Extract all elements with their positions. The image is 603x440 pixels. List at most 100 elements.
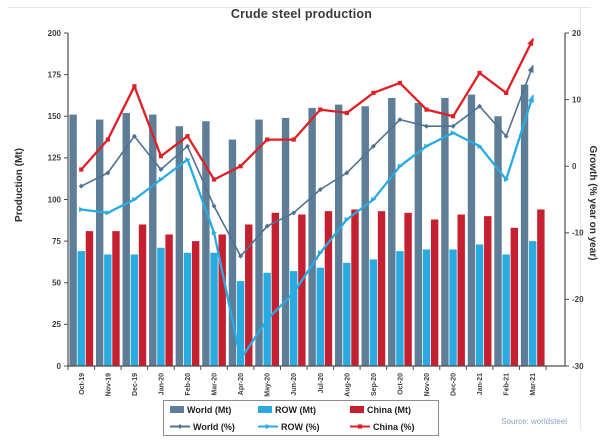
x-tick-label: Nov-20 (424, 373, 431, 396)
bar (351, 209, 359, 366)
left-tick-label: 200 (48, 29, 62, 38)
right-tick-label: -30 (572, 362, 584, 371)
x-tick-label: Jan-21 (477, 373, 484, 395)
bar (388, 97, 396, 366)
x-tick-label: Dec-19 (132, 373, 139, 396)
line-series-2 (79, 37, 534, 182)
x-tick-label: May-20 (265, 373, 272, 397)
line-path (80, 38, 534, 181)
bar (236, 281, 245, 366)
bar (494, 116, 502, 366)
bar (157, 247, 165, 366)
line-end-arrow-icon (527, 94, 534, 103)
bar (210, 252, 218, 366)
bar (281, 117, 290, 366)
legend-label-world-pct: World (%) (193, 421, 235, 432)
x-tick-label: Dec-20 (451, 373, 458, 396)
bar (183, 252, 192, 366)
bar (520, 84, 529, 367)
bar-series-0 (69, 84, 529, 367)
line-series-1 (79, 94, 534, 362)
bar (430, 219, 439, 366)
panel-right-border (580, 8, 581, 430)
left-tick-label: 125 (48, 154, 62, 163)
bar (298, 214, 306, 366)
bar (537, 209, 545, 366)
legend-item-china-pct: China (%) (350, 422, 438, 432)
left-tick-label: 50 (52, 279, 61, 288)
bar (138, 224, 147, 366)
left-tick-label: 75 (52, 237, 61, 246)
line-path (80, 95, 534, 361)
bar (343, 262, 351, 366)
bar (228, 139, 237, 366)
bar (85, 231, 94, 366)
x-tick-label: Feb-20 (185, 373, 192, 396)
legend-swatch-china-line-icon (350, 422, 370, 431)
bar (396, 251, 404, 366)
left-tick-label: 0 (57, 362, 62, 371)
bar (484, 216, 492, 366)
legend-swatch-world-bar-icon (170, 406, 184, 413)
x-tick-label: Nov-19 (105, 373, 112, 396)
left-tick-label: 175 (48, 70, 62, 79)
legend-swatch-row-line-icon (258, 422, 278, 431)
legend-swatch-world-line-icon (170, 422, 190, 431)
bar (218, 234, 226, 366)
x-tick-label: Jan-20 (158, 373, 165, 395)
chart-title: Crude steel production (230, 7, 373, 21)
right-tick-label: 0 (572, 162, 577, 171)
legend-label-china-mt: China (Mt) (367, 404, 411, 415)
bar (245, 224, 253, 366)
bar (324, 211, 333, 366)
source-label: Source: worldsteel (501, 417, 567, 426)
legend-item-row-pct: ROW (%) (258, 422, 350, 432)
bar (475, 244, 484, 366)
bar (369, 259, 378, 366)
bar (449, 249, 457, 366)
legend-item-china-mt: China (Mt) (350, 405, 438, 415)
legend-item-world-pct: World (%) (170, 422, 258, 432)
bar (271, 212, 280, 366)
bar (95, 119, 104, 366)
bar (112, 231, 120, 366)
legend-item-world-mt: World (Mt) (170, 405, 258, 415)
legend-label-world-mt: World (Mt) (187, 404, 232, 415)
bar (361, 106, 369, 366)
x-tick-label: Apr-20 (238, 373, 245, 395)
left-tick-label: 100 (48, 195, 62, 204)
x-tick-label: Jul-20 (318, 373, 325, 393)
legend-label-row-mt: ROW (Mt) (275, 404, 316, 415)
bar (467, 94, 476, 367)
bar (130, 254, 139, 366)
line-end-arrow-icon (527, 37, 534, 47)
x-tick-label: Mar-21 (530, 373, 537, 396)
panel-top-border (8, 7, 591, 8)
bar (290, 271, 298, 366)
right-tick-label: -10 (572, 229, 584, 238)
bar (334, 104, 343, 366)
bar (191, 241, 200, 367)
bar (377, 211, 386, 366)
x-tick-label: Aug-20 (344, 373, 351, 397)
x-tick-label: Jun-20 (291, 373, 298, 396)
bar (316, 267, 324, 366)
bar (529, 241, 537, 367)
bar (69, 114, 77, 366)
legend-swatch-china-bar-icon (350, 406, 364, 413)
x-tick-label: Mar-20 (212, 373, 219, 396)
legend-item-row-mt: ROW (Mt) (258, 405, 350, 415)
bar (175, 126, 184, 367)
bars-group (69, 84, 545, 367)
x-tick-label: Feb-21 (504, 373, 511, 396)
bar (255, 119, 263, 366)
legend-label-china-pct: China (%) (373, 421, 415, 432)
bar (414, 102, 423, 367)
bar (457, 214, 465, 366)
bar (441, 97, 449, 366)
right-tick-label: -20 (572, 295, 584, 304)
right-axis-title: Growth (% year on year) (587, 145, 598, 260)
right-tick-label: 20 (572, 29, 581, 38)
left-axis-title: Production (Mt) (14, 148, 25, 222)
